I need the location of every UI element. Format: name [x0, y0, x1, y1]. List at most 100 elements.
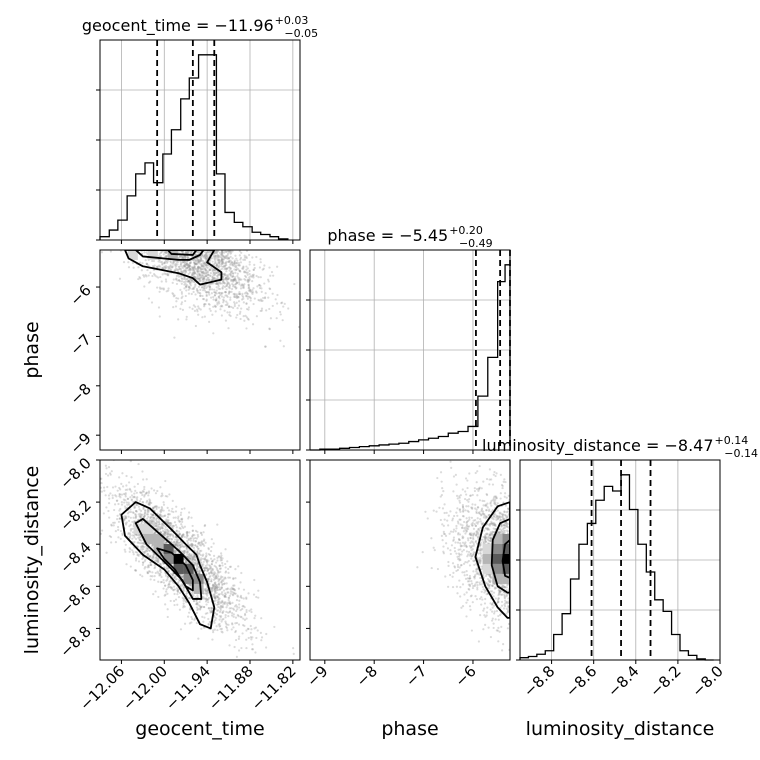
sample-point [471, 506, 474, 509]
sample-point [213, 595, 216, 598]
sample-point [123, 515, 126, 518]
sample-point [214, 561, 218, 564]
sample-point [172, 536, 175, 539]
sample-point [219, 624, 222, 628]
sample-point [238, 293, 241, 296]
sample-point [130, 494, 134, 497]
sample-point [477, 536, 480, 539]
sample-point [232, 283, 235, 287]
sample-point [199, 607, 202, 610]
sample-point [252, 268, 255, 271]
panel-frame [519, 459, 721, 661]
sample-point [138, 537, 141, 540]
sample-point [239, 595, 242, 599]
sample-point [195, 603, 198, 606]
sample-point [464, 544, 468, 547]
sample-point [207, 251, 210, 254]
sample-point [231, 590, 234, 594]
sample-point [503, 586, 506, 589]
sample-point [140, 513, 143, 517]
sample-point [166, 576, 169, 579]
sample-point [249, 624, 252, 628]
sample-point [147, 554, 150, 557]
sample-point [204, 271, 207, 274]
sample-point [211, 559, 215, 562]
sample-point [192, 561, 195, 564]
sample-point [168, 533, 171, 536]
sample-point [260, 307, 264, 310]
sample-point [166, 578, 169, 581]
sample-point [199, 266, 202, 270]
sample-point [198, 273, 202, 277]
sample-point [231, 275, 234, 279]
sample-point [222, 296, 226, 299]
sample-point [175, 529, 178, 533]
density-cell [183, 563, 194, 574]
sample-point [222, 258, 225, 261]
sample-point [153, 505, 156, 509]
sample-point [165, 280, 168, 283]
sample-point [193, 271, 196, 274]
sample-point [158, 572, 162, 575]
sample-point [482, 512, 485, 515]
sample-point [203, 262, 206, 265]
sample-point [171, 281, 174, 284]
sample-point [143, 275, 146, 278]
sample-point [441, 487, 444, 490]
sample-point [207, 623, 210, 626]
sample-point [480, 590, 483, 593]
sample-point [227, 257, 230, 260]
sample-point [220, 587, 223, 590]
sample-point [469, 533, 472, 536]
sample-point [121, 533, 124, 537]
sample-point [251, 643, 254, 646]
sample-point [183, 275, 186, 279]
sample-point [215, 574, 218, 578]
sample-point [153, 518, 156, 521]
sample-point [213, 564, 216, 567]
sample-point [180, 271, 183, 274]
sample-point [200, 259, 203, 262]
sample-point [195, 599, 198, 602]
sample-point [217, 605, 220, 609]
sample-point [196, 274, 200, 278]
sample-point [168, 580, 171, 584]
sample-point [224, 622, 228, 625]
sample-point [159, 508, 162, 511]
y-tick-label: −8.4 [56, 538, 94, 576]
sample-point [222, 301, 225, 304]
sample-point [179, 527, 182, 530]
sample-point [233, 278, 236, 281]
sample-point [213, 262, 216, 266]
sample-point [259, 276, 262, 279]
sample-point [212, 584, 215, 588]
sample-point [138, 508, 141, 511]
sample-point [487, 514, 490, 517]
sample-point [166, 516, 170, 519]
sample-point [177, 519, 180, 522]
sample-point [120, 482, 123, 485]
sample-point [139, 512, 142, 515]
sample-point [465, 570, 468, 573]
sample-point [218, 606, 221, 609]
sample-point [232, 591, 236, 595]
sample-point [250, 610, 253, 614]
sample-point [231, 607, 235, 610]
sample-point [208, 288, 211, 291]
sample-point [253, 297, 256, 300]
sample-point [174, 265, 177, 268]
sample-point [188, 269, 191, 272]
sample-point [191, 535, 194, 538]
sample-point [480, 565, 483, 568]
sample-point [227, 278, 230, 281]
sample-point [186, 555, 189, 559]
sample-point [458, 499, 461, 502]
sample-point [192, 539, 195, 542]
sample-point [223, 582, 226, 586]
sample-point [196, 277, 199, 281]
sample-point [241, 267, 244, 270]
sample-point [158, 569, 162, 572]
sample-point [196, 552, 199, 555]
sample-point [186, 553, 189, 556]
sample-point [158, 290, 161, 293]
